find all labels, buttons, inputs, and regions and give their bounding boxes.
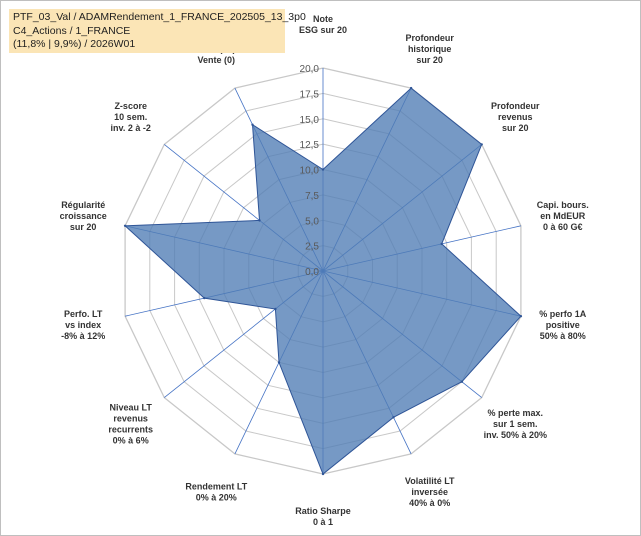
tick-label: 12,5 [300,140,320,151]
axis-label-line: historique [408,44,452,54]
axis-label-line: % perfo 1A [539,309,587,319]
axis-label-line: 50% à 80% [540,331,586,341]
axis-label-line: Régularité [61,200,105,210]
tick-label: 2,5 [305,242,319,253]
data-point [392,416,395,419]
data-point [321,168,325,171]
data-series [123,86,523,476]
data-point [460,380,464,383]
axis-label-line: Profondeur [491,101,540,111]
data-point [123,224,127,227]
axis-label-line: Capi. bours. [537,200,589,210]
tick-label: 17,5 [300,89,320,100]
axis-label-line: revenus [113,413,148,423]
axis-label-line: Note [313,14,333,24]
tick-labels: 0,0 2,5 5,0 7,5 10,0 12,5 15,0 17,5 20,0 [300,64,320,278]
axis-label-line: 0 à 60 G€ [543,222,583,232]
tick-label: 15,0 [300,115,320,126]
data-point [480,143,483,146]
axis-label-line: revenus [498,112,533,122]
data-point [440,242,443,246]
axis-label-line: 0 à 1 [313,517,333,527]
data-point [258,219,261,222]
axis-label-line: -8% à 12% [61,331,105,341]
axis-label-line: Profondeur [405,33,454,43]
axis-label-line: Ratio Sharpe [295,506,351,516]
info-line-3: (11,8% | 9,9%) / 2026W01 [13,38,136,50]
axis-label-line: Perfo. LT [64,309,103,319]
axis-label-line: sur 1 sem. [493,419,538,429]
tick-label: 20,0 [300,64,320,75]
axis-label-line: positive [546,320,580,330]
tick-label: 10,0 [300,166,320,177]
axis-label-line: recurrents [108,424,153,434]
data-point [203,296,206,300]
axis-label-line: sur 20 [70,222,97,232]
axis-label-line: en MdEUR [540,211,586,221]
tick-label: 0,0 [305,267,319,278]
axis-label-line: inv. 50% à 20% [484,430,547,440]
tick-label: 7,5 [305,191,319,202]
axis-label-line: inv. 2 à -2 [111,123,151,133]
data-point [277,361,281,364]
axis-label-line: vs index [65,320,101,330]
data-point [274,307,277,311]
axis-label-line: Vente (0) [198,55,236,65]
axis-label-line: ESG sur 20 [299,25,347,35]
data-point [409,86,413,90]
axis-label-line: sur 20 [416,55,443,65]
axis-label-line: Rendement LT [185,482,247,492]
axis-label-line: 10 sem. [114,112,147,122]
axis-label-line: croissance [60,211,107,221]
axis-label-line: Volatilité LT [405,476,455,486]
info-line-2: C4_Actions / 1_FRANCE [13,24,131,37]
axis-label-line: sur 20 [502,123,529,133]
axis-label-line: % perte max. [488,408,544,418]
axis-label-line: Niveau LT [110,402,153,412]
info-line-1: PTF_03_Val / ADAMRendement_1_FRANCE_2025… [13,11,306,23]
axis-label: % perte max.sur 1 sem.inv. 50% à 20% [484,408,547,440]
data-point [321,472,325,476]
axis-label-line: inversée [411,487,448,497]
axis-label-line: Z-score [114,101,147,111]
axis-label-line: 0% à 6% [113,435,149,445]
data-point [519,315,523,318]
axis-label-line: 0% à 20% [196,493,237,503]
axis-label: Rendement LT0% à 20% [185,482,247,503]
info-box: PTF_03_Val / ADAMRendement_1_FRANCE_2025… [9,9,306,53]
axis-label-line: 40% à 0% [409,498,450,508]
data-point [251,123,254,126]
tick-label: 5,0 [305,216,319,227]
